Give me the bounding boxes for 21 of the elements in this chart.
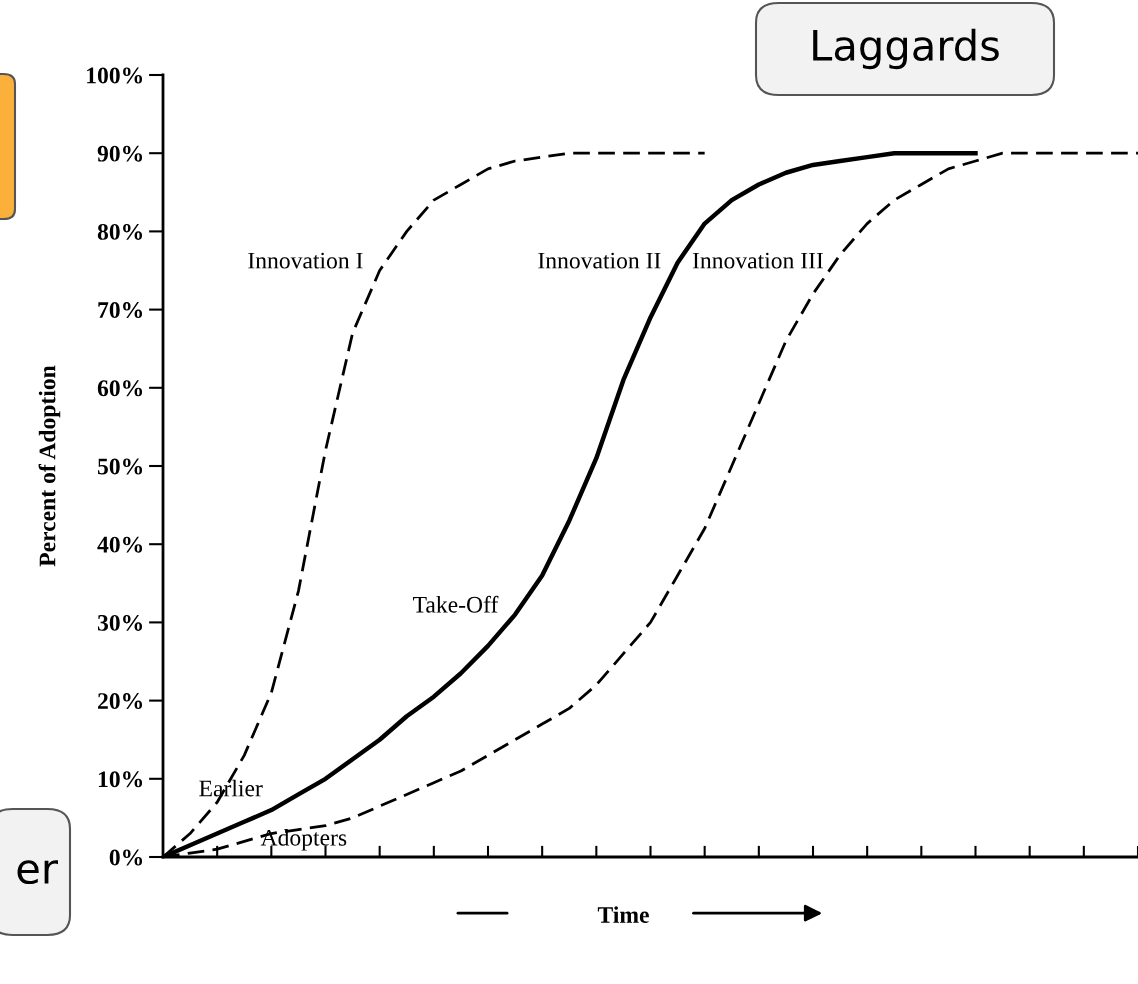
- y-tick-label: 30%: [97, 614, 143, 631]
- series-label: Innovation I: [248, 252, 363, 269]
- y-tick-label: 50%: [97, 458, 143, 475]
- y-tick-label: 60%: [97, 380, 143, 397]
- annotation: Adopters: [260, 829, 347, 851]
- series-label: Innovation II: [538, 252, 661, 269]
- y-axis-title: Percent of Adoption: [38, 365, 61, 567]
- text: er: [17, 860, 58, 885]
- y-tick-label: 10%: [98, 771, 143, 788]
- x-axis-title: Time: [597, 906, 649, 923]
- y-tick-label: 80%: [97, 223, 143, 240]
- annotation: Earlier: [199, 779, 263, 797]
- y-tick-label: 100%: [87, 67, 143, 84]
- y-tick-label: 70%: [98, 302, 143, 319]
- series-label: Innovation III: [692, 252, 824, 269]
- y-tick-label: 0%: [109, 849, 143, 866]
- y-tick-label: 20%: [98, 693, 143, 710]
- y-tick-label: 40%: [97, 536, 143, 553]
- y-tick-label: 90%: [97, 145, 143, 162]
- annotation: Take-Off: [413, 595, 499, 613]
- text: Laggards: [813, 28, 999, 70]
